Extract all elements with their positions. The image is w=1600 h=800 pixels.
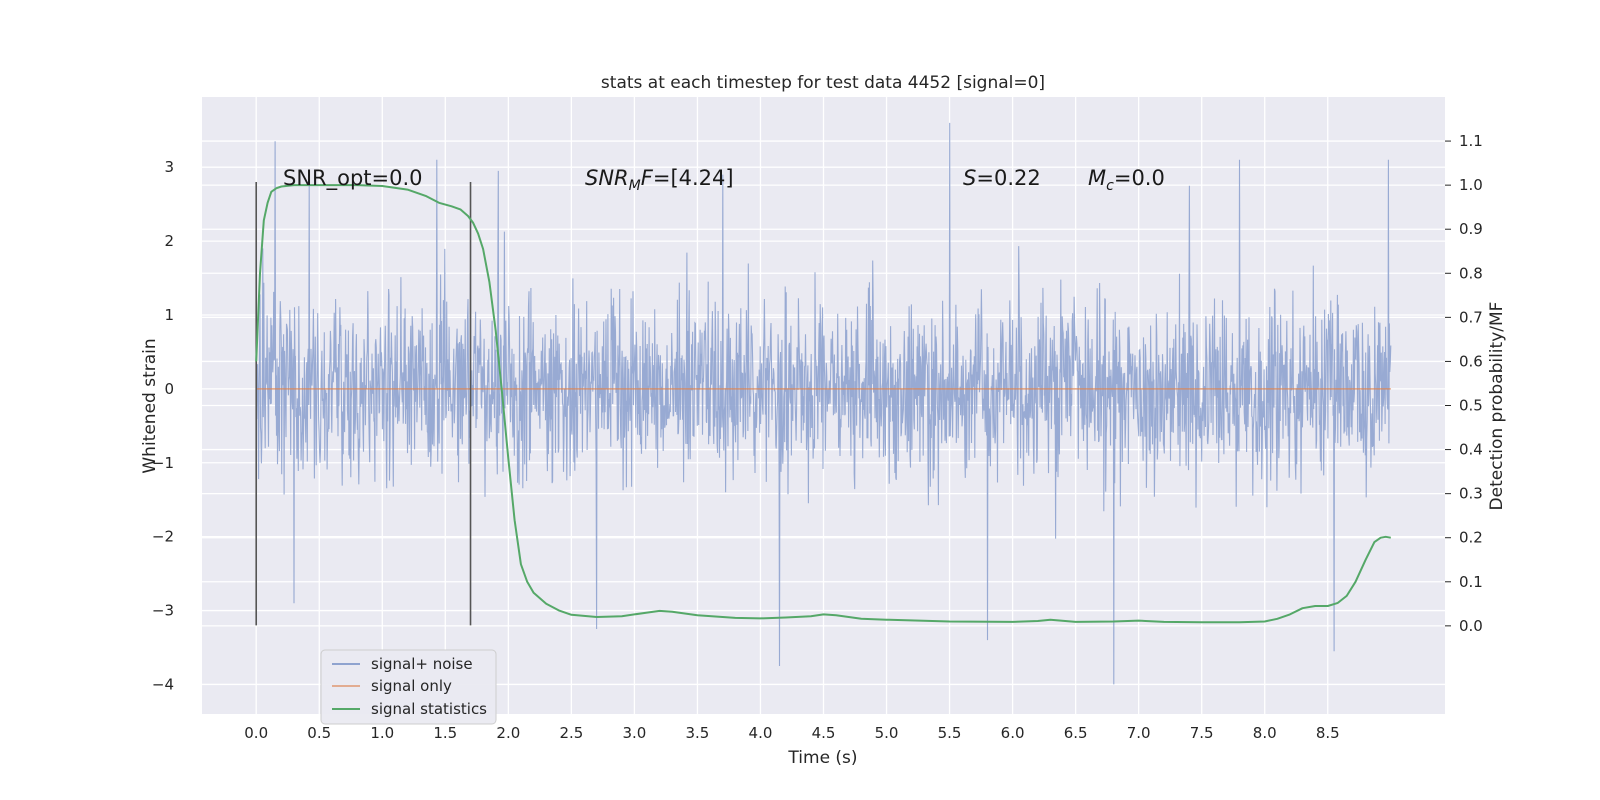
y-right-tick-label-1: 0.1 bbox=[1459, 573, 1483, 591]
annotation-s: S=0.22 bbox=[963, 166, 1041, 190]
x-tick-label-5: 2.5 bbox=[559, 724, 583, 742]
chart-title: stats at each timestep for test data 445… bbox=[601, 73, 1045, 93]
x-tick-label-10: 5.0 bbox=[875, 724, 899, 742]
y-left-tick-label-5: 1 bbox=[164, 306, 174, 324]
x-tick-label-12: 6.0 bbox=[1001, 724, 1025, 742]
y-right-ticks: 0.0 0.1 0.2 0.3 0.4 0.5 0.6 0.7 0.8 0.9 1.0 1.1 bbox=[1445, 132, 1483, 635]
y-left-tick-label-4: 0 bbox=[164, 380, 174, 398]
legend-label-signal: signal only bbox=[371, 677, 452, 695]
x-tick-label-8: 4.0 bbox=[749, 724, 773, 742]
y-left-tick-label-3: −1 bbox=[152, 454, 174, 472]
x-tick-label-2: 1.0 bbox=[370, 724, 394, 742]
legend: signal+ noise signal only signal statist… bbox=[320, 649, 497, 725]
x-tick-label-6: 3.0 bbox=[622, 724, 646, 742]
x-axis-label: Time (s) bbox=[787, 748, 857, 768]
x-tick-label-13: 6.5 bbox=[1064, 724, 1088, 742]
stats-line bbox=[255, 184, 1391, 624]
y-right-tick-label-5: 0.5 bbox=[1459, 397, 1483, 415]
y-right-tick-label-10: 1.0 bbox=[1459, 176, 1483, 194]
noise-line bbox=[255, 122, 1392, 685]
y-right-tick-label-9: 0.9 bbox=[1459, 220, 1483, 238]
x-tick-label-7: 3.5 bbox=[686, 724, 710, 742]
y-right-tick-label-4: 0.4 bbox=[1459, 441, 1483, 459]
y-axis-left-label: Whitened strain bbox=[140, 338, 160, 473]
annotation-snr-mf-value: [4.24] bbox=[670, 166, 733, 190]
legend-box bbox=[320, 649, 497, 725]
legend-label-stats: signal statistics bbox=[371, 700, 487, 718]
y-right-tick-label-2: 0.2 bbox=[1459, 529, 1483, 547]
y-left-tick-label-0: −4 bbox=[152, 675, 174, 693]
y-left-tick-label-6: 2 bbox=[164, 232, 174, 250]
annotation-mc-value: 0.0 bbox=[1131, 166, 1164, 190]
annotation-s-value: 0.22 bbox=[994, 166, 1041, 190]
y-right-tick-label-8: 0.8 bbox=[1459, 264, 1483, 282]
x-tick-label-9: 4.5 bbox=[812, 724, 836, 742]
annotation-snr-opt: SNR_opt=0.0 bbox=[283, 166, 423, 191]
y-right-tick-label-11: 1.1 bbox=[1459, 132, 1483, 150]
y-right-tick-label-6: 0.6 bbox=[1459, 352, 1483, 370]
x-tick-label-3: 1.5 bbox=[433, 724, 457, 742]
x-tick-label-1: 0.5 bbox=[307, 724, 331, 742]
x-tick-label-0: 0.0 bbox=[244, 724, 268, 742]
y-axis-right-label: Detection probability/MF bbox=[1487, 302, 1507, 511]
x-tick-label-14: 7.0 bbox=[1127, 724, 1151, 742]
annotation-snr-mf: SNRMF=[4.24] bbox=[585, 166, 734, 194]
noise-series bbox=[255, 122, 1392, 685]
x-tick-label-15: 7.5 bbox=[1190, 724, 1214, 742]
annotation-mc: Mc=0.0 bbox=[1088, 166, 1165, 194]
legend-label-noise: signal+ noise bbox=[371, 655, 473, 673]
x-tick-label-16: 8.0 bbox=[1253, 724, 1277, 742]
y-right-tick-label-3: 0.3 bbox=[1459, 485, 1483, 503]
y-left-tick-label-7: 3 bbox=[164, 158, 174, 176]
x-tick-label-11: 5.5 bbox=[938, 724, 962, 742]
y-left-tick-label-2: −2 bbox=[152, 528, 174, 546]
x-tick-label-4: 2.0 bbox=[496, 724, 520, 742]
x-ticks: 0.0 0.5 1.0 1.5 2.0 2.5 3.0 3.5 4.0 4.5 5.0 5.5 6.0 6… bbox=[244, 724, 1339, 742]
y-right-tick-label-0: 0.0 bbox=[1459, 617, 1483, 635]
stats-series bbox=[255, 184, 1391, 624]
y-left-tick-label-1: −3 bbox=[152, 602, 174, 620]
y-right-tick-label-7: 0.7 bbox=[1459, 308, 1483, 326]
vertical-markers bbox=[255, 181, 472, 626]
x-tick-label-17: 8.5 bbox=[1316, 724, 1340, 742]
y-left-ticks: −4 −3 −2 −1 0 1 2 3 bbox=[152, 158, 174, 693]
